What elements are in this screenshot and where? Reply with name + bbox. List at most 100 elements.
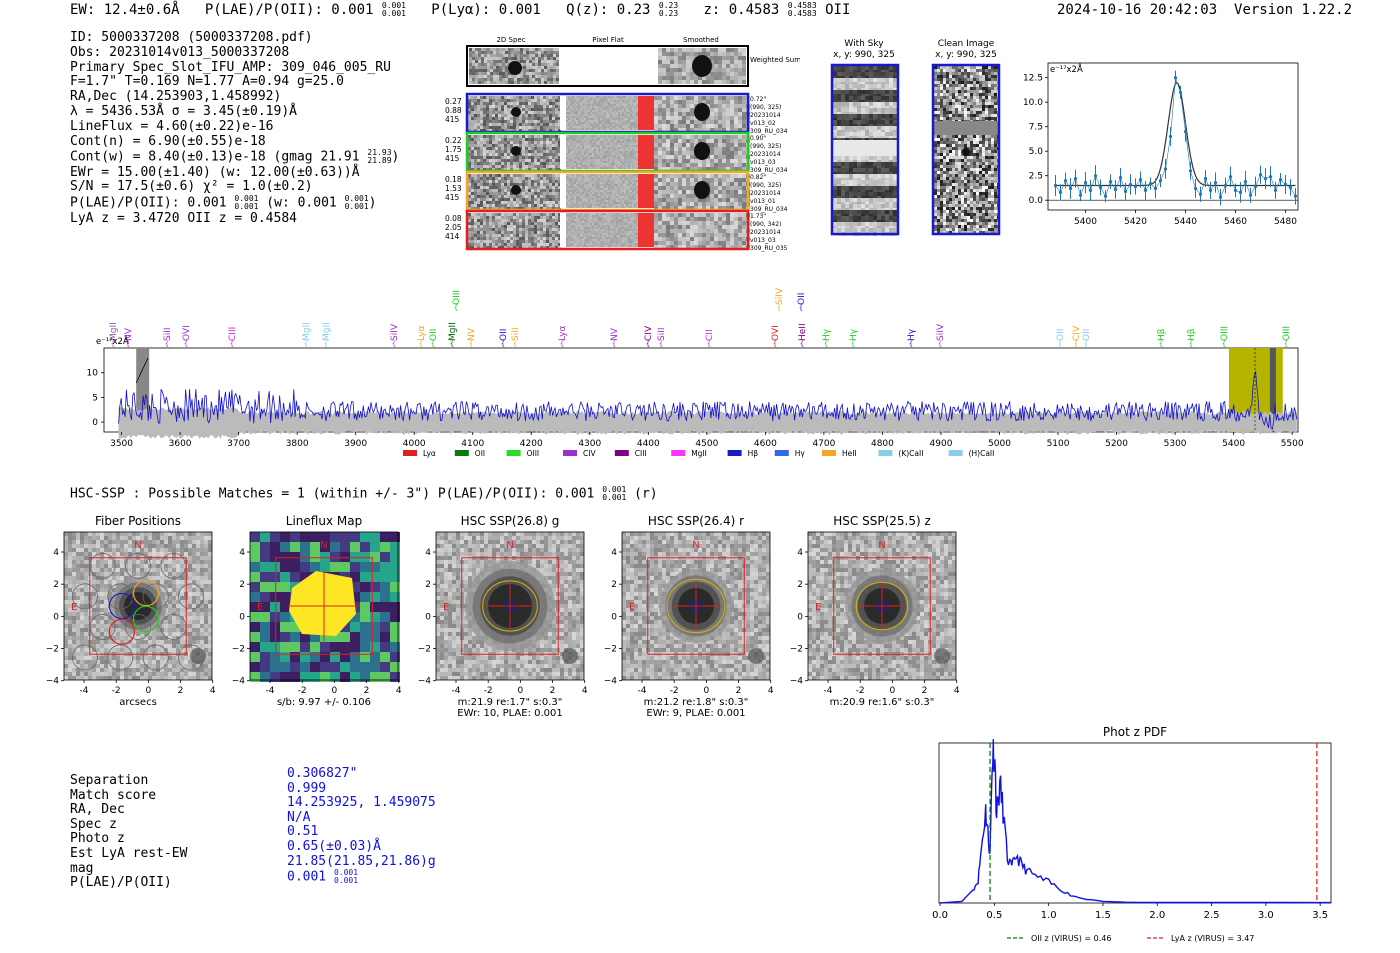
flux-source [289,571,356,636]
spectrum-xtick-label: 4100 [461,439,484,449]
legend-swatch [403,450,417,456]
linefit-ytick-label: 7.5 [1029,123,1043,133]
aperture-ellipse [855,581,909,631]
cutout-meta: 1.73" [750,213,766,220]
cutout-stat: 1.75 [445,145,462,154]
compass-e: E [443,602,449,613]
match-label-radec: RA, Dec [70,802,125,818]
imaging-panels: Fiber Positions N E -4 -2 0 2 4 4 2 0 −2 −4 arcsecs Li… [46,514,960,719]
spectral-line-label: Hγ [822,328,832,341]
cutout-bad-column [638,174,654,208]
spectral-line-marker: OIII{ [1220,326,1230,348]
spectral-line-label: OIII [452,290,462,305]
spectrum-xtick-label: 5400 [1222,439,1245,449]
spectral-line-brace: { [1222,340,1226,348]
spectrum-ytick-label: 0 [92,418,98,428]
spectral-line-brace: { [800,340,804,348]
cutout-gap [560,213,566,247]
spectral-line-label: Hβ [1187,328,1197,341]
legend-label: (H)CaII [969,449,995,458]
clean-masked-band [934,121,998,135]
fiber-circle [125,552,151,579]
spectral-line-label: Lyα [558,325,568,341]
spectral-line-brace: { [909,340,913,348]
cutout-smoothed-blob [694,142,710,160]
legend-label: HeII [842,449,857,458]
photz-xtick-label: 1.0 [1041,910,1057,921]
cutout-smoothed [654,213,750,249]
panel-frame [63,531,213,681]
panel-title: HSC SSP(26.8) g [461,514,560,528]
fiber-circle [71,583,98,610]
spectral-line-brace: { [646,340,650,348]
highlight-fiber [132,579,160,607]
panel-xtick-label: 2 [736,686,742,696]
legend-label: OII [475,449,485,458]
panel-caption: EWr: 9, PLAE: 0.001 [646,708,745,719]
cutout-gap [560,135,566,169]
cutout-stat: 1.53 [445,184,462,193]
photz-xtick-label: 0.5 [986,910,1002,921]
spectral-line-marker: SiII{ [511,327,521,348]
match-value-ew: 0.65(±0.03)Å [287,838,381,854]
panel-ytick-label: 4 [611,548,617,558]
spectral-line-marker: Hγ{ [822,328,832,348]
center-marker [505,601,515,611]
spectrum-xtick-label: 3800 [286,439,309,449]
spectral-line-marker: OII{ [797,293,807,312]
spectral-line-label: OVI [771,325,781,341]
compass-e: E [629,602,635,613]
spectral-line-marker: MgII{ [448,322,458,348]
clean-image-coord: x, y: 990, 325 [935,50,997,60]
header-plya: P(Lyα): 0.001 [431,2,541,18]
panel-r: HSC SSP(26.4) r N E -4 -2 0 2 4 4 2 0 −2 −4 m:21.2 re… [604,514,774,719]
legend-label: CIII [635,449,647,458]
spectral-line-brace: { [111,340,115,348]
linefit-ytick-label: 5.0 [1029,147,1044,157]
spectral-line-label: MgII [448,322,458,341]
panel-xtick-label: 4 [582,686,588,696]
legend-swatch [563,450,577,456]
spectral-line-brace: { [1074,340,1078,348]
highlight-fiber [108,618,136,645]
panel-ytick-label: −4 [232,677,246,687]
fiber-circle [89,613,116,640]
info-id: ID: 5000337208 (5000337208.pdf) [70,30,313,45]
spectral-line-brace: { [419,340,423,348]
spectral-line-marker: CIV{ [1072,325,1082,348]
spectrum-legend-item: MgII [671,449,707,458]
panel-xtick-label: 0 [517,686,523,696]
spectral-line-marker: NV{ [610,327,620,348]
hsc-band: (r) [634,486,658,502]
photz-xtick-label: 3.0 [1258,910,1274,921]
panel-ytick-label: 0 [53,612,59,622]
cutout-stat: 414 [445,232,460,241]
spectral-line-label: OII [499,329,509,341]
panel-fiber: Fiber Positions N E -4 -2 0 2 4 4 2 0 −2 −4 arcsecs [46,514,216,708]
weighted-2d-spec [469,48,559,84]
cutout-meta: 20231014 [750,112,781,119]
match-labels: Separation Match score RA, Dec Spec z Ph… [70,773,187,891]
panel-xtick-label: -2 [112,686,121,696]
spectral-line-marker: MgII{ [322,322,332,348]
spectral-line-brace: { [469,340,473,348]
spectral-line-marker: CII{ [705,329,715,348]
line-fit-chart: e⁻¹⁷x2Å 12.5 10.0 7.5 5.0 2.5 0.0 5400 5420 5440 5… [1023,62,1299,227]
spectrum-error-band [118,406,1297,439]
center-marker [877,601,887,611]
spectrum-unit: e⁻¹⁷x2Å [96,335,129,347]
spectral-line-label: NV [610,327,620,341]
header-z-frac: 0.4583 0.4583 [787,1,817,18]
legend-swatch [822,450,836,456]
datetime-text: 2024-10-16 20:42:03 [1057,2,1218,18]
panel-xtick-label: 0 [703,686,709,696]
cutout-stat: 2.05 [445,223,462,232]
hsc-summary: HSC-SSP : Possible Matches = 1 (within +… [70,486,658,502]
fiber-cutouts: 2D Spec Pixel Flat Smoothed Weighted Sum… [445,36,800,252]
spectrum-flux [118,371,1298,431]
match-value-radec: 14.253925, 1.459075 [287,795,436,811]
spectrum-xtick-label: 5200 [1105,439,1128,449]
cutout-meta: v013_03 [750,237,776,244]
fiber-circle [160,552,187,579]
